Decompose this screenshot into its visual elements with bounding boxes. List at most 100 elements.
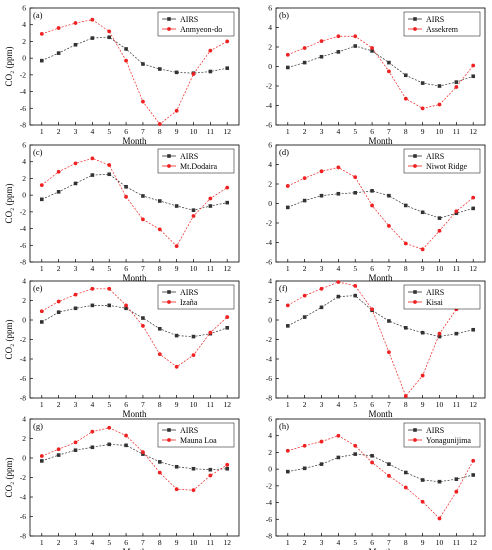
x-tick-label: 11 <box>453 127 460 136</box>
data-point <box>370 307 374 312</box>
y-tick-label: 2 <box>268 296 272 305</box>
data-point <box>319 39 324 44</box>
data-point <box>208 69 213 74</box>
data-point <box>39 58 44 63</box>
series-line-airs <box>41 305 228 337</box>
y-tick-label: 0 <box>22 54 26 63</box>
data-point <box>208 48 213 53</box>
data-point <box>174 333 179 338</box>
data-point <box>302 466 307 471</box>
x-tick-label: 3 <box>74 538 78 547</box>
data-point <box>302 46 307 50</box>
data-point <box>454 477 459 481</box>
panel-label: (d) <box>279 147 289 157</box>
data-point <box>336 50 341 54</box>
data-point <box>107 29 112 34</box>
x-tick-label: 3 <box>74 127 78 136</box>
series-line-mauna-loa <box>41 427 228 491</box>
x-axis-title: Month <box>122 547 147 550</box>
y-tick-label: 6 <box>268 4 272 13</box>
x-tick-label: 7 <box>387 264 391 273</box>
legend-box <box>157 11 235 37</box>
y-tick-label: 4 <box>22 415 26 424</box>
x-tick-label: 2 <box>303 127 307 136</box>
legend-label: Mt.Dodaira <box>180 162 218 171</box>
legend-label: AIRS <box>180 15 198 24</box>
data-point <box>319 305 324 310</box>
x-tick-label: 12 <box>223 538 231 547</box>
data-point <box>370 460 374 465</box>
data-point <box>225 315 230 319</box>
legend-label: AIRS <box>180 152 198 161</box>
x-tick-label: 3 <box>320 400 324 409</box>
data-point <box>90 156 95 161</box>
y-tick-label: -2 <box>20 335 26 344</box>
data-point <box>174 108 179 113</box>
series-line-airs <box>287 45 474 87</box>
data-point <box>336 34 341 39</box>
data-point <box>387 350 391 355</box>
x-tick-label: 8 <box>404 264 408 273</box>
x-tick-label: 11 <box>207 127 214 136</box>
x-tick-label: 11 <box>453 400 460 409</box>
data-point <box>157 199 162 203</box>
data-point <box>387 473 391 478</box>
data-point <box>437 84 442 88</box>
x-tick-label: 7 <box>387 127 391 136</box>
data-point <box>302 293 307 298</box>
data-point <box>420 478 425 482</box>
x-tick-label: 3 <box>320 264 324 273</box>
data-point <box>437 516 442 521</box>
y-tick-label: 6 <box>268 141 272 150</box>
x-tick-label: 2 <box>57 538 61 547</box>
x-tick-label: 8 <box>158 127 162 136</box>
legend-marker <box>413 164 417 168</box>
y-tick-label: 4 <box>268 277 272 286</box>
data-point <box>387 69 391 74</box>
y-tick-label: 2 <box>22 296 26 305</box>
data-point <box>141 62 145 66</box>
series-line-airs <box>41 36 228 74</box>
x-tick-label: 1 <box>40 400 44 409</box>
legend-marker <box>413 438 417 442</box>
data-point <box>141 452 145 456</box>
data-point <box>90 36 95 40</box>
data-point <box>353 190 358 195</box>
data-point <box>107 172 112 177</box>
data-point <box>454 331 459 336</box>
y-tick-label: -2 <box>20 70 26 79</box>
data-point <box>157 227 162 232</box>
data-point <box>107 442 112 447</box>
data-point <box>208 467 213 472</box>
y-tick-label: 0 <box>22 454 26 463</box>
data-point <box>370 189 374 193</box>
legend-marker <box>167 154 171 158</box>
data-point <box>107 303 112 308</box>
data-point <box>56 453 61 457</box>
series-line-airs <box>287 190 474 219</box>
data-point <box>56 51 61 55</box>
data-point <box>403 96 408 101</box>
data-point <box>90 173 95 177</box>
x-tick-label: 10 <box>436 264 444 273</box>
data-point <box>454 85 459 89</box>
x-tick-label: 7 <box>387 538 391 547</box>
panel-label: (c) <box>33 147 43 157</box>
x-tick-label: 6 <box>370 127 374 136</box>
data-point <box>90 17 95 22</box>
data-point <box>56 299 61 304</box>
x-tick-label: 3 <box>320 538 324 547</box>
series-line-mt-dodaira <box>41 157 228 247</box>
data-point <box>471 63 476 68</box>
data-point <box>39 454 44 458</box>
x-tick-label: 11 <box>453 538 460 547</box>
data-point <box>225 66 230 70</box>
data-point <box>471 206 476 211</box>
data-point <box>124 194 128 199</box>
y-tick-label: -6 <box>266 258 272 267</box>
legend-marker <box>167 428 171 432</box>
